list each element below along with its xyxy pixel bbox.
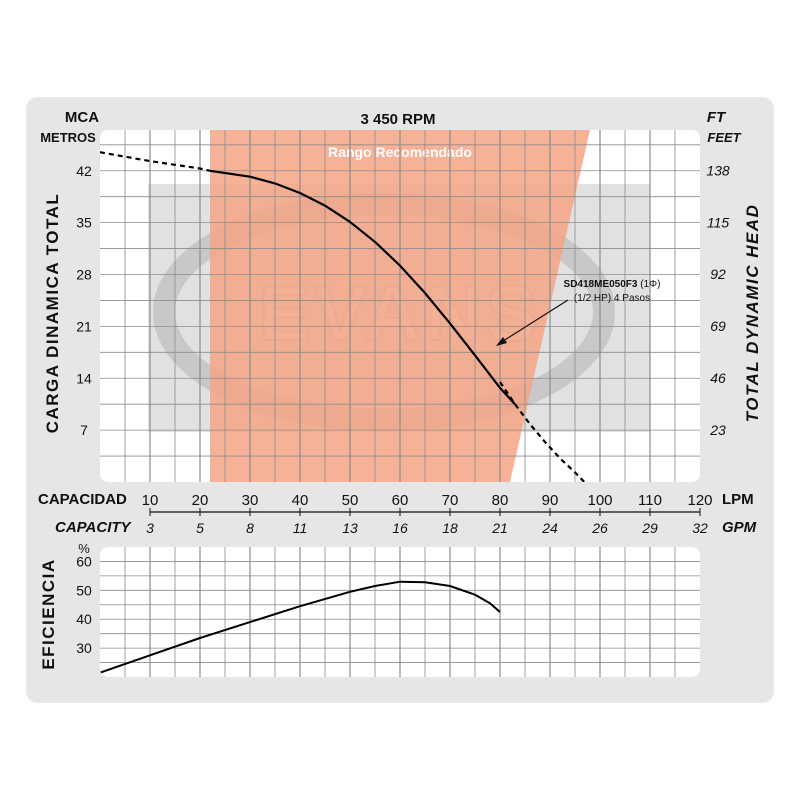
x-axis-unit: LPM — [722, 491, 754, 508]
right-unit-label: FT — [707, 109, 727, 126]
head-curve-dashed-segment — [499, 381, 591, 482]
y-tick-right-label: 138 — [706, 162, 730, 178]
x-axis-secondary-unit: GPM — [722, 519, 757, 536]
efficiency-grid — [100, 547, 700, 677]
x-tick-label-lpm: 10 — [142, 492, 159, 509]
x-tick-label-lpm: 60 — [392, 492, 409, 509]
y-tick-right-label: 69 — [710, 318, 726, 334]
y-tick-right-label: 23 — [709, 422, 726, 438]
y-tick-left-label: 21 — [76, 318, 92, 334]
x-tick-label-gpm: 13 — [342, 520, 358, 536]
x-tick-label-lpm: 20 — [192, 492, 209, 509]
x-tick-label-gpm: 24 — [541, 520, 558, 536]
x-tick-label-lpm: 40 — [292, 492, 309, 509]
x-tick-label-lpm: 120 — [687, 492, 712, 509]
efficiency-axis-title: EFICIENCIA — [39, 558, 58, 669]
curve-label-model: SD418ME050F3 (1Φ) — [564, 279, 661, 290]
curve-label: SD418ME050F3 (1Φ) (1/2 HP) 4 Pasos — [496, 279, 660, 346]
y-tick-left-label: 42 — [76, 163, 92, 179]
x-tick-label-lpm: 80 — [492, 492, 509, 509]
capacity-axis: 10 3 20 5 30 8 40 11 50 13 60 16 70 18 80 21 90 24 100 26 11… — [142, 492, 713, 536]
x-tick-label-gpm: 32 — [692, 520, 708, 536]
efficiency-curve — [100, 580, 501, 674]
left-unit-sublabel: METROS — [40, 130, 96, 145]
head-curve-dashed-segment — [100, 151, 211, 172]
efficiency-unit: % — [78, 541, 90, 556]
y-tick-right-label: 115 — [707, 214, 730, 230]
curve-label-arrowhead — [496, 337, 507, 346]
left-unit-label: MCA — [65, 109, 99, 126]
efficiency-plot-content — [100, 547, 700, 677]
curve-label-phase: (1Φ) — [637, 279, 660, 290]
head-plot-content: EVANSRango Recomendado — [100, 130, 700, 482]
efficiency-y-tick-label: 40 — [76, 611, 92, 627]
x-tick-label-lpm: 50 — [342, 492, 359, 509]
efficiency-plot-layers — [100, 547, 700, 677]
curve-label-model-name: SD418ME050F3 — [564, 279, 638, 290]
x-tick-label-gpm: 21 — [491, 520, 508, 536]
x-tick-label-gpm: 18 — [442, 520, 458, 536]
efficiency-y-ticks: 30 40 50 60 — [76, 553, 92, 656]
x-tick-label-gpm: 3 — [146, 520, 154, 536]
head-grid — [100, 130, 700, 482]
x-axis-title: CAPACIDAD — [38, 491, 127, 508]
y-axis-title-left: CARGA DINAMICA TOTAL — [43, 193, 62, 434]
y-tick-right-label: 46 — [710, 370, 726, 386]
y-tick-left-label: 28 — [76, 267, 92, 283]
x-axis-secondary-title: CAPACITY — [55, 519, 133, 536]
y-tick-left-label: 14 — [76, 370, 92, 386]
x-tick-label-gpm: 8 — [246, 520, 254, 536]
efficiency-y-tick-label: 50 — [76, 582, 92, 598]
x-tick-label-gpm: 5 — [196, 520, 204, 536]
efficiency-y-tick-label: 60 — [76, 553, 92, 569]
x-tick-label-gpm: 29 — [641, 520, 658, 536]
x-tick-label-gpm: 26 — [591, 520, 608, 536]
x-tick-label-lpm: 100 — [587, 492, 612, 509]
y-axis-title-right: TOTAL DYNAMIC HEAD — [743, 204, 762, 423]
x-tick-label-lpm: 110 — [638, 492, 662, 509]
y-tick-left-label: 7 — [80, 422, 88, 438]
head-y-ticks: 7 14 21 28 35 42 23 46 69 92 115 138 — [76, 162, 730, 438]
head-curve-sd418me050f3 — [209, 169, 516, 405]
curve-label-arrow-line — [499, 299, 569, 344]
right-unit-sublabel: FEET — [707, 130, 741, 145]
x-tick-label-gpm: 11 — [293, 520, 308, 536]
y-tick-left-label: 35 — [76, 215, 92, 231]
efficiency-y-tick-label: 30 — [76, 640, 92, 656]
x-tick-label-lpm: 70 — [442, 492, 459, 509]
x-tick-label-lpm: 90 — [542, 492, 559, 509]
x-tick-label-lpm: 30 — [242, 492, 259, 509]
chart-title: 3 450 RPM — [360, 111, 435, 128]
y-tick-right-label: 92 — [710, 266, 726, 282]
x-tick-label-gpm: 16 — [392, 520, 408, 536]
curve-label-detail: (1/2 HP) 4 Pasos — [574, 293, 650, 304]
